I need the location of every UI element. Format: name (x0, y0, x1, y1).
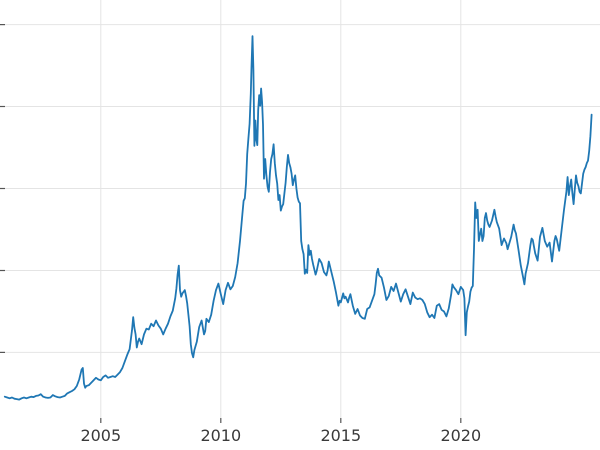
x-tick-label: 2010 (200, 426, 241, 445)
axis-ticks-group (0, 24, 462, 423)
price-series-line (3, 35, 593, 401)
x-tick-label: 2020 (440, 426, 481, 445)
x-tick-label: 2005 (80, 426, 121, 445)
x-tick-labels-group: 2005 2010 2015 2020 (80, 426, 481, 445)
gridlines-group (0, 0, 600, 418)
x-tick-label: 2015 (320, 426, 361, 445)
